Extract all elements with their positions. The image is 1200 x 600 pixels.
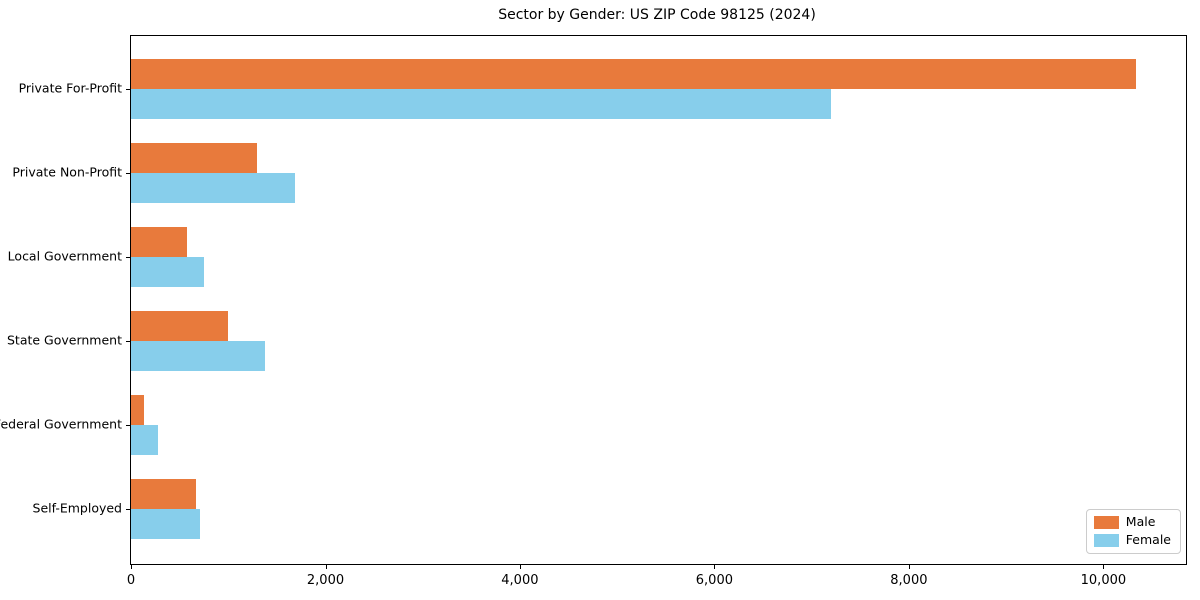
legend-entry-female: Female	[1093, 532, 1171, 548]
bar-female-private-non-profit	[131, 173, 296, 203]
bar-male-federal-government	[131, 395, 144, 425]
bar-male-private-for-profit	[131, 59, 1137, 89]
male-color-swatch	[1093, 516, 1119, 529]
x-tick-mark	[519, 565, 521, 569]
bar-female-self-employed	[131, 509, 200, 539]
y-tick-label-private-for-profit: Private For-Profit	[18, 80, 122, 96]
y-tick-label-local-government: Local Government	[7, 248, 122, 264]
chart-title: Sector by Gender: US ZIP Code 98125 (202…	[498, 7, 816, 23]
x-tick-label: 6,000	[695, 573, 733, 588]
y-tick-label-private-non-profit: Private Non-Profit	[12, 164, 122, 180]
x-tick-mark	[325, 565, 327, 569]
y-tick-mark	[126, 257, 130, 258]
y-tick-mark	[126, 341, 130, 342]
bar-female-state-government	[131, 341, 266, 371]
legend-entry-male: Male	[1093, 514, 1171, 530]
y-tick-label-federal-government: Federal Government	[0, 416, 122, 432]
bar-male-state-government	[131, 311, 229, 341]
legend: Male Female	[1085, 509, 1181, 554]
bar-female-private-for-profit	[131, 89, 832, 119]
y-tick-mark	[126, 425, 130, 426]
bar-female-local-government	[131, 257, 204, 287]
bar-male-self-employed	[131, 479, 197, 509]
x-tick-label: 8,000	[890, 573, 928, 588]
x-tick-label: 10,000	[1080, 573, 1127, 588]
x-tick-label: 2,000	[306, 573, 345, 588]
x-tick-mark	[714, 565, 716, 569]
legend-label-male: Male	[1125, 514, 1156, 530]
x-tick-label: 4,000	[501, 573, 539, 588]
y-tick-mark	[126, 509, 130, 510]
y-tick-label-state-government: State Government	[6, 332, 122, 348]
bar-male-local-government	[131, 227, 187, 257]
bar-female-federal-government	[131, 425, 158, 455]
x-tick-mark	[1103, 565, 1105, 569]
x-tick-mark	[908, 565, 910, 569]
bar-male-private-non-profit	[131, 143, 258, 173]
x-tick-label: 0	[126, 573, 136, 588]
plot-area: 0 2,000 4,000 6,000 8,000 10,000 Male Female	[126, 35, 1187, 588]
y-tick-label-self-employed: Self-Employed	[32, 500, 122, 516]
y-tick-mark	[126, 89, 130, 90]
legend-label-female: Female	[1125, 532, 1171, 548]
y-tick-mark	[126, 173, 130, 174]
female-color-swatch	[1093, 534, 1119, 547]
x-tick-mark	[131, 565, 132, 569]
